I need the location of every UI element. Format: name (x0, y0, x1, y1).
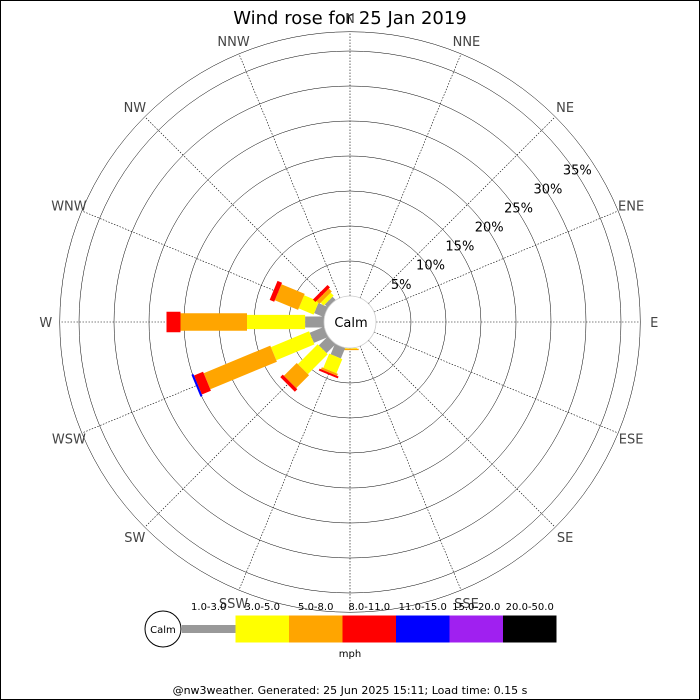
bar-s-5_0-8_0 (341, 348, 359, 351)
legend-swatch-8_0-11_0 (342, 615, 396, 643)
legend-label-11_0-15_0: 11.0-15.0 (399, 602, 447, 613)
calm-label: Calm (334, 316, 367, 331)
ring-7 (78, 50, 622, 594)
bar-sw-8_0-11_0 (280, 374, 298, 392)
spoke-ene (373, 210, 619, 313)
direction-label-sse: SSE (454, 597, 479, 612)
spoke-wnw (81, 210, 327, 313)
bar-ssw-3_0-5_0 (323, 353, 343, 374)
ring-label-7: 35% (563, 163, 592, 178)
bar-w-1_0-3_0 (305, 316, 324, 328)
legend-swatch-5_0-8_0 (289, 615, 343, 643)
legend-calm-label: Calm (150, 625, 176, 636)
legend-label-8_0-11_0: 8.0-11.0 (348, 602, 390, 613)
bar-ssw-5_0-8_0 (321, 367, 338, 376)
bar-sw-5_0-8_0 (283, 362, 310, 389)
bar-wsw-1_0-3_0 (309, 326, 329, 343)
legend-label-20_0-50_0: 20.0-50.0 (506, 602, 554, 613)
spoke-nnw (238, 53, 341, 299)
legend-swatch-3_0-5_0 (235, 615, 289, 643)
bar-nw-5_0-8_0 (316, 288, 332, 304)
ring-percent-labels: 5% 10%15%20%25%30%35% (391, 163, 592, 292)
bar-ssw-8_0-11_0 (318, 368, 339, 379)
spoke-nw (144, 116, 332, 304)
legend-calm-circle (144, 610, 182, 648)
direction-label-e: E (650, 316, 658, 331)
legend-label-1_0-3_0: 1.0-3.0 (191, 602, 226, 613)
spoke-ssw (238, 345, 341, 591)
calm-circle (323, 295, 377, 349)
spoke-sse (359, 345, 462, 591)
direction-label-ssw: SSW (219, 597, 249, 612)
bar-wnw-8_0-11_0 (269, 280, 283, 302)
spoke-sw (144, 340, 332, 528)
bar-w-5_0-8_0 (180, 313, 247, 331)
direction-label-se: SE (557, 531, 573, 546)
bar-wsw-11_0-15_0 (191, 374, 203, 397)
legend-label-15_0-20_0: 15.0-20.0 (452, 602, 500, 613)
bar-wsw-8_0-11_0 (193, 371, 211, 395)
bar-wnw-1_0-3_0 (314, 302, 329, 318)
bar-nw-3_0-5_0 (320, 292, 334, 306)
spoke-ese (373, 331, 619, 434)
bar-wsw-3_0-5_0 (270, 331, 315, 361)
chart-title: Wind rose for 25 Jan 2019 (233, 8, 467, 29)
bar-wnw-5_0-8_0 (274, 284, 305, 310)
direction-label-ene: ENE (618, 200, 644, 215)
spoke-ne (368, 116, 556, 304)
legend-unit-label: mph (339, 649, 361, 660)
direction-label-ese: ESE (619, 432, 644, 447)
ring-label-5: 25% (504, 202, 533, 217)
legend-label-5_0-8_0: 5.0-8.0 (298, 602, 333, 613)
direction-label-nne: NNE (453, 35, 481, 50)
direction-label-nw: NW (124, 101, 147, 116)
spoke-se (368, 340, 556, 528)
direction-label-ne: NE (556, 101, 574, 116)
direction-label-w: W (39, 316, 52, 331)
direction-label-wnw: WNW (51, 200, 87, 215)
compass-labels: NNNENEENEEESESESSESSSWSWWSWWWNWNWNNW (39, 12, 658, 636)
direction-label-nnw: NNW (217, 35, 249, 50)
ring-label-3: 15% (445, 240, 474, 255)
bar-ssw-1_0-3_0 (330, 343, 346, 359)
spoke-nne (359, 53, 462, 299)
direction-spokes (59, 31, 641, 613)
wind-bars (166, 280, 359, 397)
footer-text: @nw3weather. Generated: 25 Jun 2025 15:1… (173, 684, 528, 697)
bar-nw-1_0-3_0 (324, 296, 336, 308)
direction-label-n: N (345, 12, 355, 27)
bar-wsw-5_0-8_0 (203, 345, 277, 390)
direction-label-sw: SW (124, 531, 145, 546)
legend-label-3_0-5_0: 3.0-5.0 (245, 602, 280, 613)
bar-w-3_0-5_0 (247, 314, 306, 330)
ring-label-6: 30% (533, 182, 562, 197)
bar-w-8_0-11_0 (166, 311, 181, 333)
legend-swatch-1_0-3_0 (182, 625, 236, 633)
legend-swatch-15_0-20_0 (449, 615, 503, 643)
direction-label-wsw: WSW (52, 432, 86, 447)
bar-sw-3_0-5_0 (297, 344, 328, 375)
legend-swatch-20_0-50_0 (503, 615, 557, 643)
bar-nw-8_0-11_0 (312, 284, 330, 302)
ring-label-1: 5% (391, 278, 412, 293)
ring-label-4: 20% (475, 221, 504, 236)
speed-legend: Calm mph 1.0-3.0 3.0-5.0 5.0-8.0 8.0-11.0 11… (144, 602, 557, 660)
legend-swatch-11_0-15_0 (396, 615, 450, 643)
ring-label-2: 10% (416, 259, 445, 274)
bar-sw-1_0-3_0 (318, 336, 336, 354)
